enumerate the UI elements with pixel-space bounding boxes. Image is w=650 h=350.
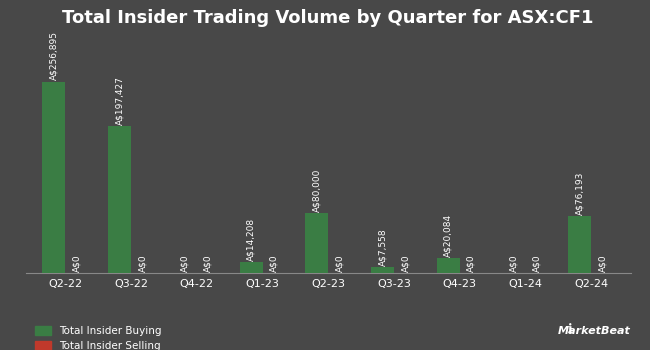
Bar [42, 82, 66, 273]
Text: A$0: A$0 [401, 254, 410, 272]
Text: A$0: A$0 [467, 254, 476, 272]
Text: A$0: A$0 [598, 254, 607, 272]
Text: A$197,427: A$197,427 [115, 76, 124, 125]
Text: A$0: A$0 [510, 254, 518, 272]
Text: A$14,208: A$14,208 [246, 218, 255, 261]
Text: MarketBeat: MarketBeat [558, 326, 630, 336]
Text: A$0: A$0 [181, 254, 190, 272]
Text: A$0: A$0 [270, 254, 279, 272]
Bar [240, 262, 263, 273]
Text: A$7,558: A$7,558 [378, 229, 387, 266]
Text: A$256,895: A$256,895 [49, 32, 58, 80]
Title: Total Insider Trading Volume by Quarter for ASX:CF1: Total Insider Trading Volume by Quarter … [62, 8, 594, 27]
Text: A$80,000: A$80,000 [312, 169, 321, 212]
Text: A$0: A$0 [138, 254, 147, 272]
Bar [437, 258, 460, 273]
Text: A$0: A$0 [532, 254, 541, 272]
Legend: Total Insider Buying, Total Insider Selling: Total Insider Buying, Total Insider Sell… [31, 322, 166, 350]
Text: ℹ: ℹ [567, 323, 572, 336]
Text: A$76,193: A$76,193 [575, 172, 584, 215]
Text: A$0: A$0 [204, 254, 213, 272]
Text: A$0: A$0 [335, 254, 345, 272]
Bar [371, 267, 394, 273]
Bar [108, 126, 131, 273]
Bar [306, 214, 328, 273]
Bar [568, 216, 591, 273]
Text: A$20,084: A$20,084 [444, 214, 452, 257]
Text: A$0: A$0 [72, 254, 81, 272]
